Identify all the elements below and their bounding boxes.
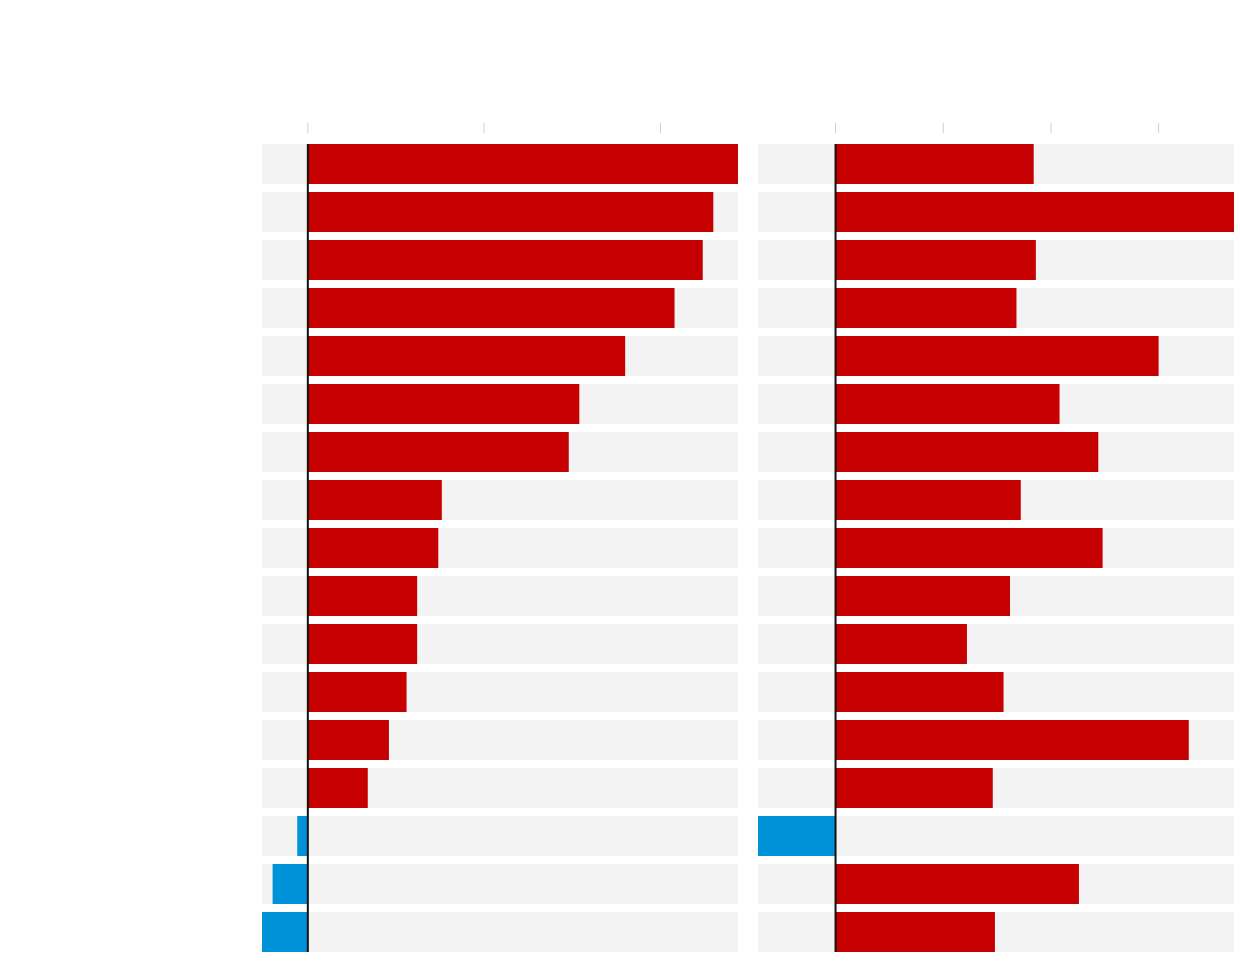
bar — [835, 864, 1079, 904]
bar — [835, 912, 995, 952]
bar — [307, 336, 626, 376]
bar — [307, 672, 407, 712]
bar — [262, 912, 308, 952]
bar-track — [758, 816, 1234, 856]
bar — [835, 624, 967, 664]
bar — [835, 384, 1060, 424]
bar — [307, 144, 738, 184]
bar — [835, 672, 1004, 712]
bar-track — [758, 624, 1234, 664]
bar — [307, 528, 439, 568]
bar — [307, 384, 580, 424]
bar — [835, 192, 1234, 232]
bar-track — [262, 816, 738, 856]
bar — [272, 864, 308, 904]
bar — [835, 432, 1099, 472]
bar — [835, 768, 993, 808]
bar — [307, 720, 389, 760]
bar — [835, 144, 1034, 184]
bar-track — [262, 864, 738, 904]
bar-track — [262, 912, 738, 952]
bar — [758, 816, 836, 856]
chart-panel-2 — [758, 123, 1234, 952]
bar — [307, 192, 714, 232]
bar-track — [758, 912, 1234, 952]
bar — [307, 288, 675, 328]
bar — [835, 288, 1017, 328]
bar — [835, 480, 1021, 520]
bar — [835, 240, 1036, 280]
bar — [307, 240, 703, 280]
bar — [835, 336, 1159, 376]
bar — [297, 816, 308, 856]
bar — [307, 624, 418, 664]
bar — [307, 432, 569, 472]
bar — [307, 768, 368, 808]
bar — [835, 576, 1010, 616]
chart-panel-1 — [262, 123, 738, 952]
bar — [307, 576, 418, 616]
bar — [307, 480, 442, 520]
bar — [835, 528, 1103, 568]
bar — [835, 720, 1189, 760]
bar-track — [758, 768, 1234, 808]
